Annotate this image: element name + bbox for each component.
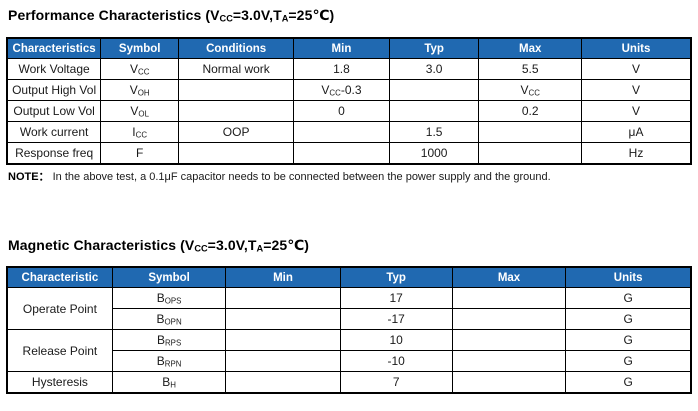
- table-row: Operate Point BOPS 17 G: [6, 287, 692, 330]
- header-row: Characteristics Symbol Conditions Min Typ Max…: [6, 37, 692, 59]
- table-cell: [293, 121, 390, 143]
- table-cell: F: [100, 142, 180, 165]
- table-cell: VOL: [100, 100, 180, 122]
- table-cell: μA: [581, 121, 692, 143]
- column-header: Typ: [388, 37, 480, 59]
- table-cell: [225, 371, 341, 394]
- performance-title: Performance Characteristics (VCC=3.0V,TA…: [8, 7, 335, 24]
- table-cell: [388, 100, 480, 122]
- table-cell: [388, 79, 480, 101]
- table-cell: -17: [339, 308, 453, 330]
- column-header: Characteristics: [6, 37, 102, 59]
- table-cell: G: [565, 308, 692, 330]
- table-cell: 17: [339, 287, 453, 309]
- table-row: Work current ICC OOP 1.5 μA: [6, 121, 692, 143]
- table-cell: BH: [111, 371, 227, 394]
- column-header: Units: [581, 37, 692, 59]
- performance-table: Characteristics Symbol Conditions Min Typ Max…: [6, 37, 692, 165]
- table-cell: Response freq: [6, 142, 102, 165]
- table-cell: Release Point: [6, 329, 113, 372]
- column-header: Units: [565, 266, 692, 288]
- table-cell: [178, 79, 295, 101]
- table-row: Output Low Vol VOL 0 0.2 V: [6, 100, 692, 122]
- table-cell: [451, 350, 567, 372]
- table-cell: VOH: [100, 79, 180, 101]
- table-row: BRPN -10 G: [7, 350, 692, 372]
- datasheet-page: Performance Characteristics (VCC=3.0V,TA…: [6, 7, 692, 394]
- table-cell: Work Voltage: [6, 58, 102, 80]
- table-cell: 0.2: [478, 100, 583, 122]
- table-cell: [451, 329, 567, 351]
- table-cell: Hysteresis: [6, 371, 113, 394]
- table-cell: -10: [339, 350, 453, 372]
- table-row: BOPN -17 G: [7, 308, 692, 330]
- table-cell: 7: [339, 371, 453, 394]
- column-header: Max: [478, 37, 583, 59]
- table-cell: Operate Point: [6, 287, 113, 330]
- table-cell: Normal work: [178, 58, 295, 80]
- magnetic-table: Characteristic Symbol Min Typ Max Units Operat…: [6, 266, 692, 394]
- table-cell: [451, 308, 567, 330]
- table-cell: 5.5: [478, 58, 583, 80]
- table-cell: 1.5: [388, 121, 480, 143]
- table-cell: 10: [339, 329, 453, 351]
- column-header: Symbol: [111, 266, 227, 288]
- note: NOTE： In the above test, a 0.1μF capacit…: [8, 170, 692, 184]
- table-row: Hysteresis BH 7 G: [6, 371, 692, 394]
- table-cell: 3.0: [388, 58, 480, 80]
- table-cell: ICC: [100, 121, 180, 143]
- table-cell: [225, 287, 341, 309]
- column-header: Characteristic: [6, 266, 113, 288]
- table-cell: BRPN: [111, 350, 227, 372]
- column-header: Symbol: [100, 37, 180, 59]
- table-cell: 1000: [388, 142, 480, 165]
- table-cell: [225, 308, 341, 330]
- table-cell: [225, 329, 341, 351]
- magnetic-title: Magnetic Characteristics (VCC=3.0V,TA=25…: [8, 237, 310, 254]
- table-cell: 0: [293, 100, 390, 122]
- note-text: In the above test, a 0.1μF capacitor nee…: [52, 171, 551, 183]
- column-header: Max: [451, 266, 567, 288]
- magnetic-section: Magnetic Characteristics (VCC=3.0V,TA=25…: [6, 237, 692, 394]
- table-cell: BOPN: [111, 308, 227, 330]
- table-cell: [478, 121, 583, 143]
- table-cell: G: [565, 329, 692, 351]
- table-cell: Output High Vol: [6, 79, 102, 101]
- table-row: Response freq F 1000 Hz: [6, 142, 692, 165]
- table-cell: VCC: [478, 79, 583, 101]
- table-cell: BOPS: [111, 287, 227, 309]
- column-header: Conditions: [178, 37, 295, 59]
- table-cell: [451, 287, 567, 309]
- table-cell: [478, 142, 583, 165]
- table-cell: V: [581, 100, 692, 122]
- table-row: Release Point BRPS 10 G: [6, 329, 692, 372]
- table-cell: [178, 100, 295, 122]
- table-cell: [225, 350, 341, 372]
- note-label: NOTE：: [8, 171, 50, 183]
- table-cell: OOP: [178, 121, 295, 143]
- table-cell: [293, 142, 390, 165]
- table-cell: V: [581, 79, 692, 101]
- table-cell: VCC-0.3: [293, 79, 390, 101]
- table-row: Output High Vol VOH VCC-0.3 VCC V: [6, 79, 692, 101]
- table-cell: Output Low Vol: [6, 100, 102, 122]
- table-cell: [451, 371, 567, 394]
- table-cell: 1.8: [293, 58, 390, 80]
- table-cell: G: [565, 287, 692, 309]
- column-header: Min: [225, 266, 341, 288]
- table-cell: BRPS: [111, 329, 227, 351]
- column-header: Min: [293, 37, 390, 59]
- table-row: Work Voltage VCC Normal work 1.8 3.0 5.5 V: [6, 58, 692, 80]
- table-cell: [178, 142, 295, 165]
- table-cell: G: [565, 371, 692, 394]
- header-row: Characteristic Symbol Min Typ Max Units: [6, 266, 692, 288]
- table-cell: VCC: [100, 58, 180, 80]
- table-cell: G: [565, 350, 692, 372]
- column-header: Typ: [339, 266, 453, 288]
- table-cell: Hz: [581, 142, 692, 165]
- table-cell: Work current: [6, 121, 102, 143]
- performance-section: Performance Characteristics (VCC=3.0V,TA…: [6, 7, 692, 184]
- table-cell: V: [581, 58, 692, 80]
